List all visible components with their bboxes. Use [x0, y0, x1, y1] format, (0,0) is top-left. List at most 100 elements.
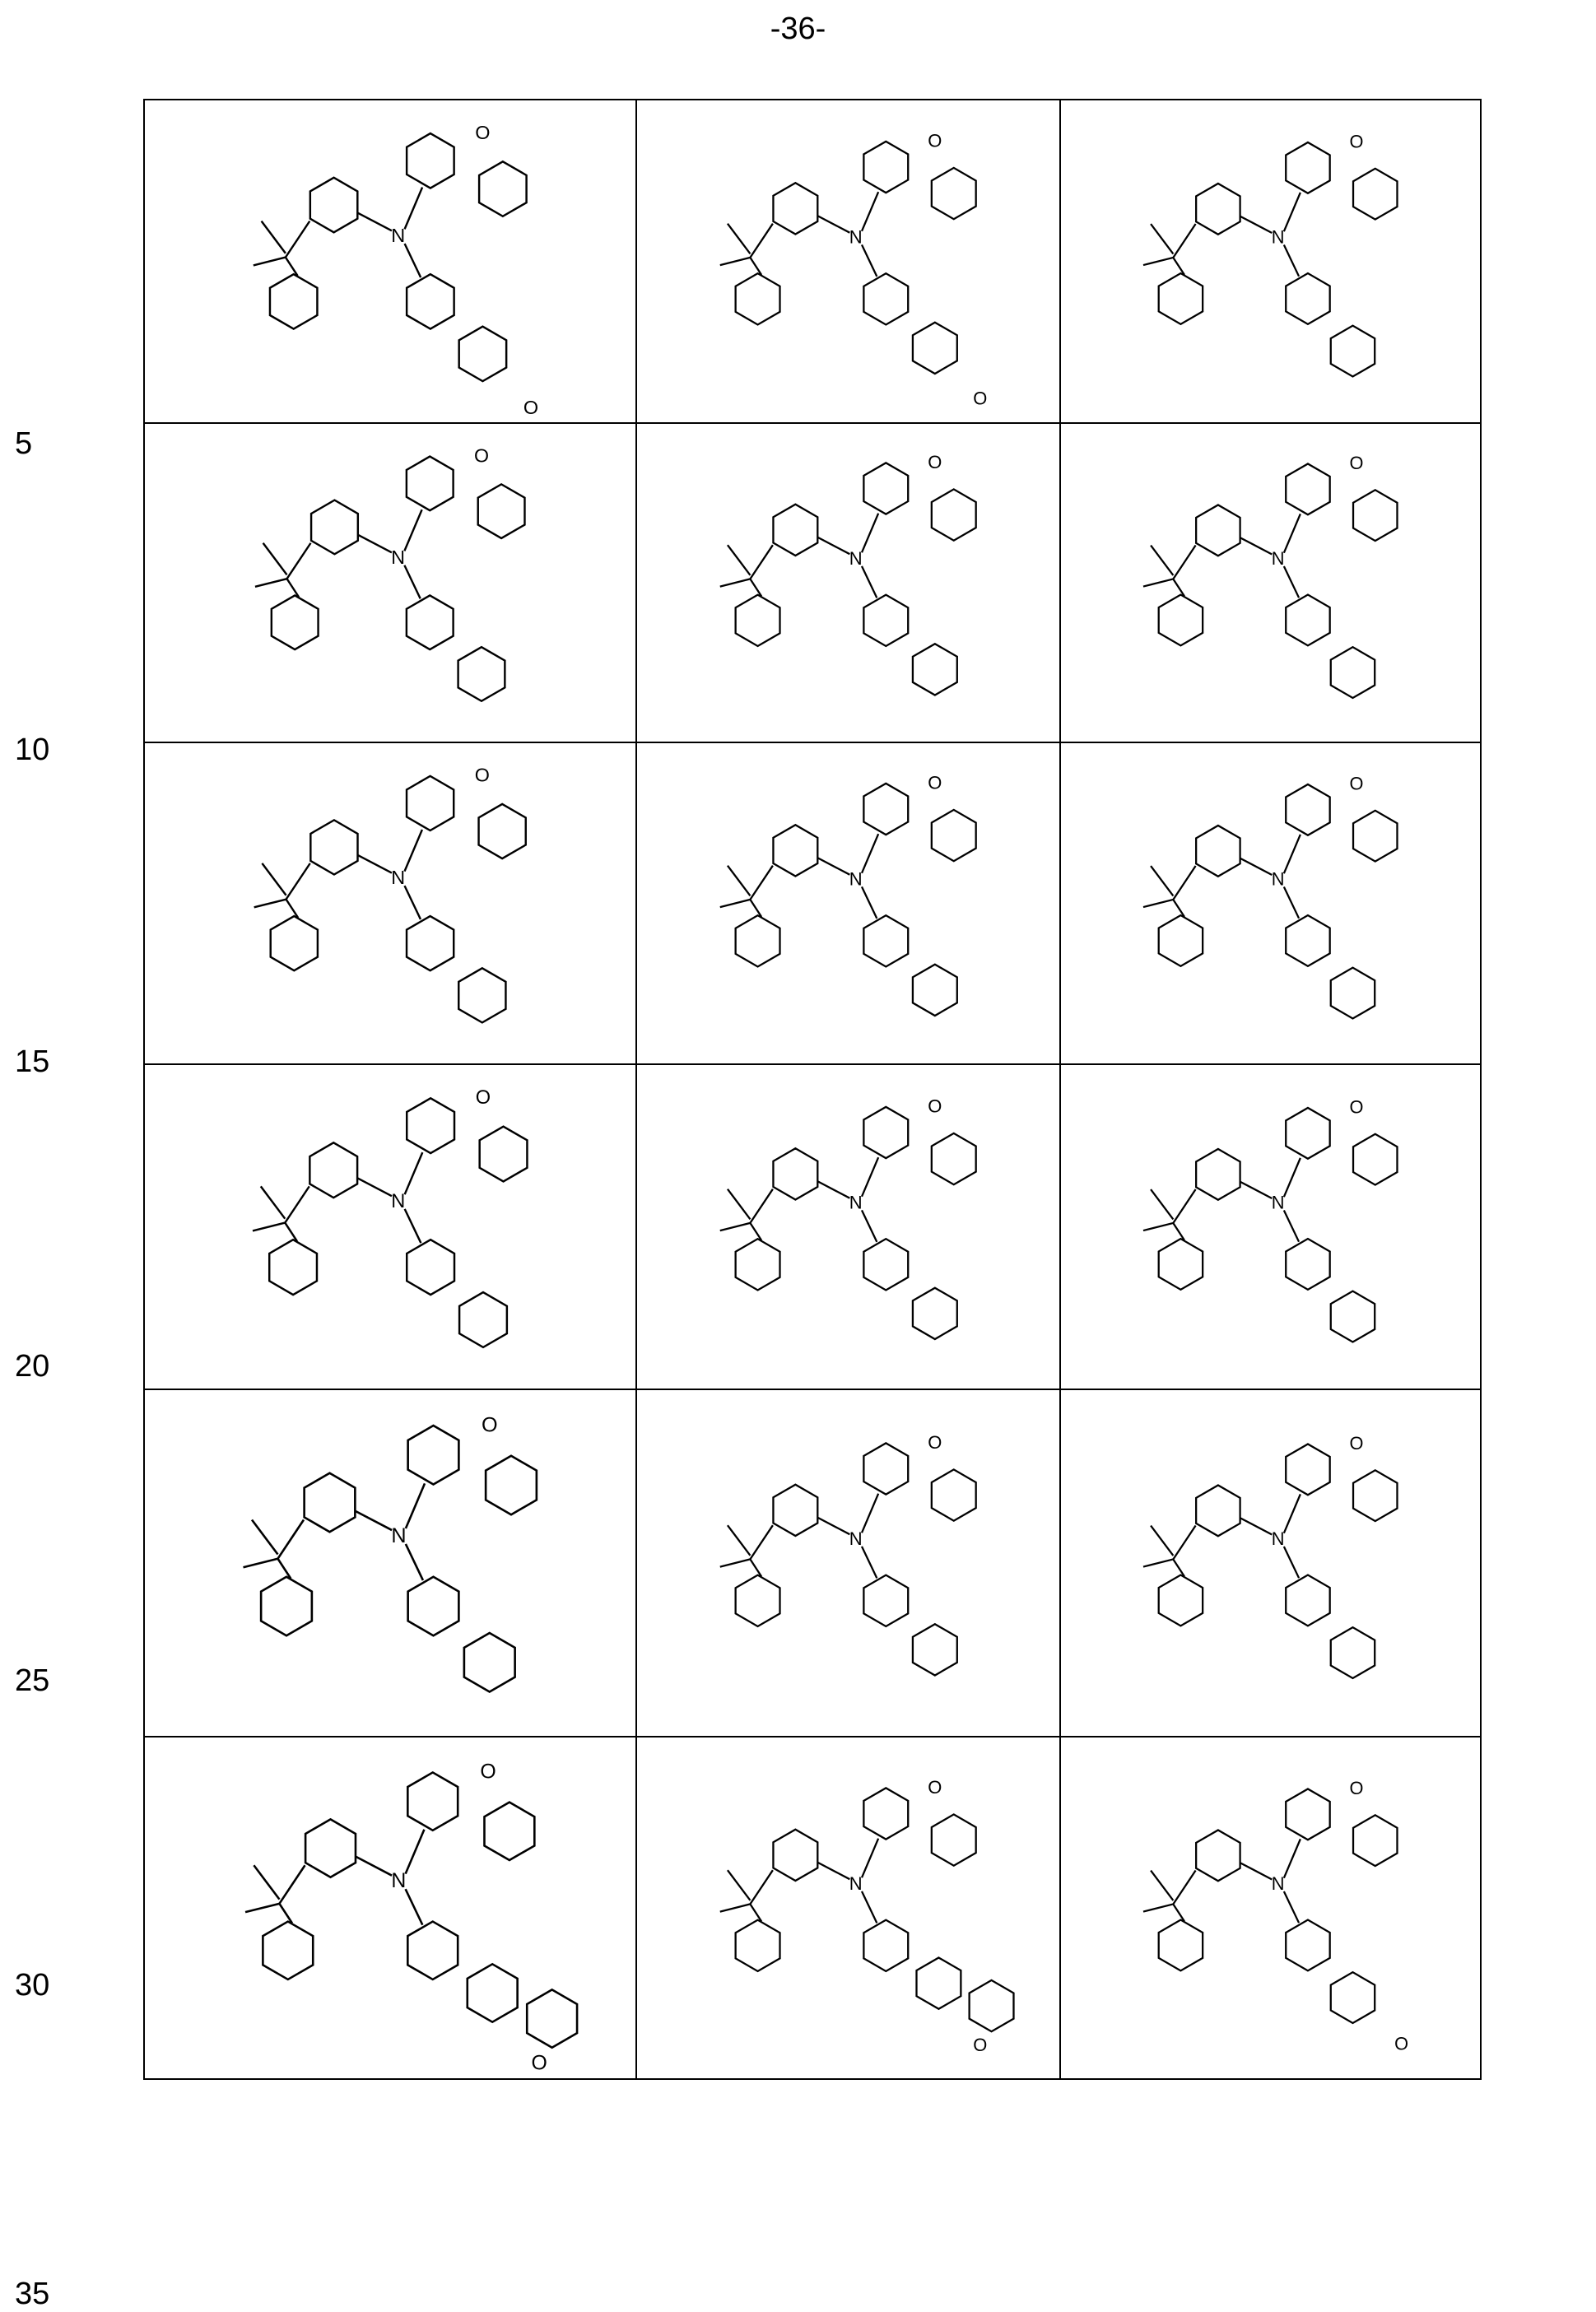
- five-ring-bond: [1173, 1189, 1195, 1240]
- alkyl-bond: [1151, 866, 1173, 895]
- ring-bond: [1196, 505, 1240, 556]
- bond: [862, 1210, 877, 1241]
- five-ring-bond: [287, 543, 311, 598]
- atom-label: N: [391, 547, 405, 568]
- alkyl-bond: [1151, 1526, 1173, 1556]
- structure-cell: NO: [1061, 1390, 1480, 1737]
- line-number: 5: [15, 426, 32, 462]
- five-ring-bond: [750, 545, 772, 596]
- bond: [862, 566, 877, 598]
- chemical-structure: NO: [637, 1390, 1059, 1736]
- ring-bond: [479, 161, 526, 216]
- atom-label: N: [1272, 1528, 1285, 1549]
- five-ring-bond: [1173, 1871, 1195, 1922]
- ring-bond: [1353, 811, 1397, 862]
- structure-cell: NO: [1061, 743, 1480, 1065]
- line-number: 20: [15, 1349, 49, 1384]
- ring-bond: [1159, 1920, 1203, 1971]
- ring-bond: [1286, 595, 1329, 646]
- alkyl-bond: [244, 1559, 278, 1568]
- alkyl-bond: [253, 1223, 285, 1231]
- ring-bond: [1331, 1972, 1375, 2023]
- ring-bond: [1286, 1575, 1329, 1626]
- structure-cell: NO: [637, 424, 1061, 743]
- bond: [406, 1889, 423, 1924]
- ring-bond: [773, 1148, 817, 1199]
- ring-bond: [916, 1957, 961, 2008]
- ring-bond: [863, 1239, 908, 1290]
- atom-label: N: [391, 225, 405, 246]
- ring-bond: [270, 274, 317, 328]
- alkyl-bond: [262, 221, 286, 254]
- bond: [862, 192, 878, 231]
- bond: [818, 858, 849, 875]
- structure-cell: NO: [145, 424, 637, 743]
- ring-bond: [480, 1127, 528, 1182]
- alkyl-bond: [1151, 546, 1173, 575]
- ring-bond: [527, 1989, 577, 2047]
- alkyl-bond: [254, 258, 286, 266]
- ring-bond: [407, 1772, 458, 1830]
- ring-bond: [932, 489, 976, 540]
- ring-bond: [407, 1922, 458, 1979]
- ring-bond: [913, 1288, 957, 1339]
- ring-bond: [407, 1240, 454, 1295]
- alkyl-bond: [720, 1559, 751, 1566]
- chemical-structure: NO: [1061, 100, 1480, 422]
- ring-bond: [863, 1575, 908, 1626]
- bond: [1240, 216, 1272, 233]
- bond: [1240, 537, 1272, 554]
- atom-label: O: [1350, 1433, 1364, 1454]
- ring-bond: [305, 1473, 356, 1532]
- ring-bond: [863, 273, 908, 324]
- bond: [862, 1891, 877, 1923]
- atom-label: O: [476, 1086, 491, 1108]
- ring-bond: [310, 178, 357, 232]
- atom-label: O: [973, 2035, 987, 2055]
- line-number: 15: [15, 1044, 49, 1080]
- bond: [358, 1179, 392, 1197]
- bond: [358, 535, 392, 552]
- ring-bond: [773, 1485, 817, 1536]
- bond: [356, 1857, 392, 1876]
- ring-bond: [913, 965, 957, 1016]
- five-ring-bond: [286, 221, 309, 276]
- ring-bond: [305, 1819, 356, 1877]
- ring-bond: [970, 1980, 1014, 2031]
- bond: [405, 244, 421, 277]
- ring-bond: [271, 916, 318, 970]
- ring-bond: [736, 1239, 780, 1290]
- atom-label: O: [928, 772, 942, 793]
- bond: [862, 1494, 878, 1533]
- ring-bond: [863, 142, 908, 193]
- ring-bond: [736, 1575, 780, 1626]
- chemical-structure: NO: [145, 743, 635, 1063]
- ring-bond: [1286, 1789, 1329, 1840]
- alkyl-bond: [728, 1870, 750, 1900]
- alkyl-bond: [728, 545, 750, 575]
- ring-bond: [1196, 184, 1240, 235]
- alkyl-bond: [245, 1904, 279, 1912]
- ring-bond: [407, 133, 454, 188]
- ring-bond: [1286, 463, 1329, 514]
- structure-cell: NOO: [637, 100, 1061, 424]
- bond: [818, 537, 849, 554]
- ring-bond: [310, 820, 357, 874]
- alkyl-bond: [728, 866, 750, 896]
- ring-bond: [311, 500, 358, 555]
- ring-bond: [468, 1964, 518, 2021]
- atom-label: O: [475, 765, 490, 786]
- atom-label: O: [928, 1777, 942, 1798]
- alkyl-bond: [1143, 258, 1173, 265]
- alkyl-bond: [1151, 1871, 1173, 1900]
- bond: [818, 216, 849, 233]
- alkyl-bond: [720, 900, 751, 907]
- line-number: 30: [15, 1968, 49, 2003]
- ring-bond: [407, 776, 454, 830]
- atom-label: O: [523, 397, 538, 418]
- chemical-structure: NO: [637, 424, 1059, 742]
- atom-label: N: [1272, 227, 1285, 248]
- bond: [862, 1157, 878, 1197]
- chemical-structure: NO: [1061, 1390, 1480, 1736]
- atom-label: O: [474, 444, 489, 466]
